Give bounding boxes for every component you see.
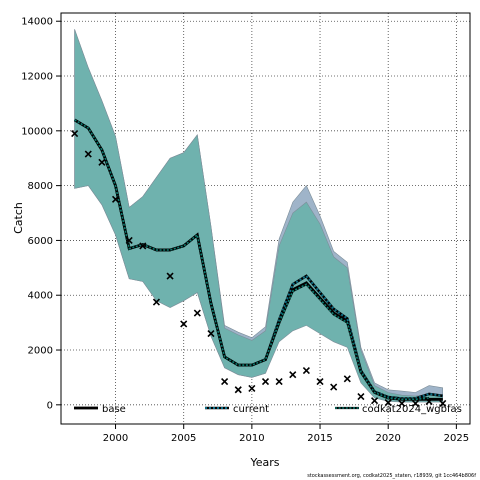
x-tick-label: 2000: [103, 433, 128, 444]
y-tick-label: 6000: [28, 236, 53, 247]
observed-point: [411, 399, 420, 408]
y-axis-title: Catch: [12, 202, 25, 234]
y-tick-label: 10000: [21, 126, 53, 137]
y-tick-label: 0: [47, 400, 53, 411]
x-tick-label: 2010: [239, 433, 264, 444]
x-tick-label: 2005: [171, 433, 196, 444]
series-line-codkat2024_wgbfas: [74, 119, 430, 401]
band-base: [74, 29, 443, 403]
observed-point: [207, 330, 215, 338]
x-axis: 2000 2005 2010 2015 2020 2025: [103, 424, 469, 444]
y-tick-label: 8000: [28, 181, 53, 192]
observed-point: [71, 129, 79, 138]
legend-label-codkat2024_wgbfas: codkat2024_wgbfas: [362, 404, 462, 415]
y-tick-label: 4000: [28, 291, 53, 302]
observed-point: [439, 399, 447, 408]
observed-point: [98, 158, 106, 166]
observed-point: [289, 371, 297, 379]
observed-point: [248, 384, 256, 392]
observed-point: [425, 397, 433, 406]
observed-point: [125, 236, 133, 244]
observed-point: [384, 399, 392, 407]
observed-point: [166, 272, 174, 280]
legend-label-current: current: [233, 404, 269, 415]
observed-point: [371, 397, 379, 405]
x-tick-label: 2020: [375, 433, 400, 444]
observed-point: [193, 309, 201, 317]
observed-point: [398, 399, 406, 408]
observed-point: [234, 386, 242, 394]
x-tick-label: 2015: [307, 433, 332, 444]
legend-label-base: base: [102, 404, 126, 415]
observed-point: [111, 195, 120, 203]
observed-point: [180, 320, 188, 328]
observed-point: [139, 242, 147, 250]
y-tick-label: 12000: [21, 72, 53, 83]
footnote: stockassessment.org, codkat2025_staten, …: [307, 473, 476, 479]
observed-point: [221, 377, 229, 386]
x-axis-title: Years: [249, 456, 279, 469]
x-tick-label: 2025: [444, 433, 469, 444]
observed-point: [261, 377, 270, 386]
legend: base current codkat2024_wgbfas: [74, 404, 462, 415]
observed-point: [302, 367, 310, 375]
observed-points: [71, 129, 447, 408]
observed-point: [152, 298, 160, 306]
series-lines: [73, 118, 443, 401]
confidence-bands: [74, 29, 443, 403]
plot-frame: [60, 12, 471, 425]
observed-point: [316, 377, 324, 386]
y-axis: 0 2000 4000 6000 8000 10000 12000 14000: [21, 17, 61, 411]
observed-point: [84, 150, 92, 158]
observed-point: [275, 377, 283, 386]
observed-point: [343, 375, 351, 383]
y-tick-label: 2000: [28, 346, 53, 357]
observed-point: [330, 383, 338, 391]
observed-point: [357, 393, 365, 401]
y-tick-label: 14000: [21, 17, 53, 28]
